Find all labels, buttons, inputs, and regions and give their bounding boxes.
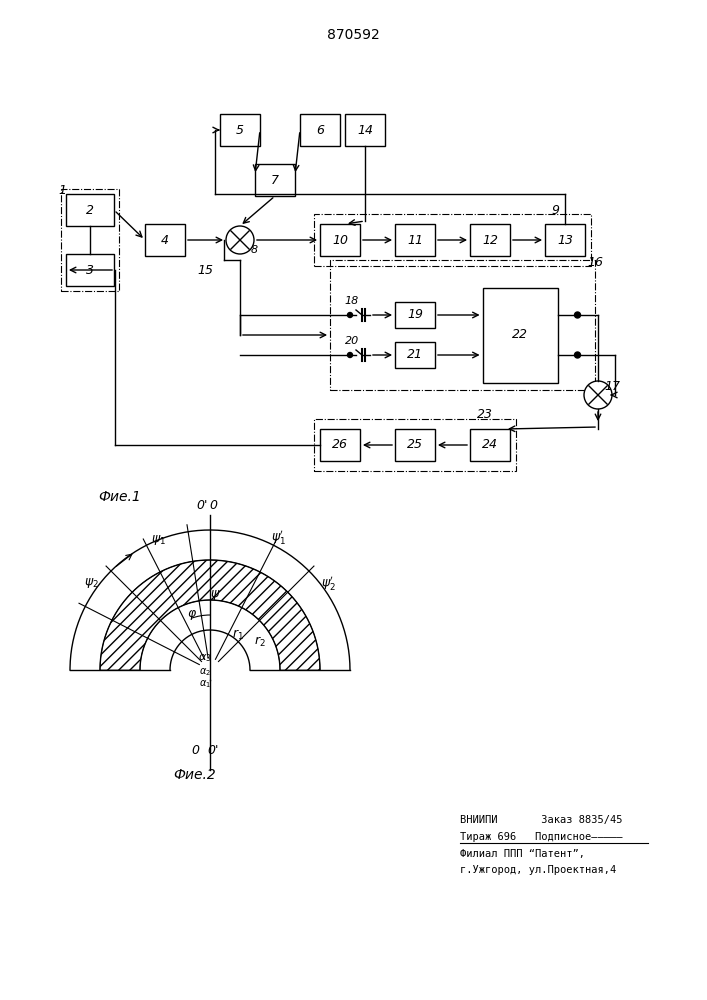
Text: $\varphi$: $\varphi$ (187, 608, 197, 622)
Bar (255, 164, 295, 196)
Bar (470, 224, 510, 256)
Text: 24: 24 (482, 438, 498, 452)
Text: 8: 8 (250, 245, 257, 255)
Text: $\alpha_3$: $\alpha_3$ (198, 652, 212, 664)
Bar (320, 429, 360, 461)
Text: 2: 2 (86, 204, 94, 217)
Text: 11: 11 (407, 233, 423, 246)
Circle shape (348, 353, 353, 358)
Text: $r_2$: $r_2$ (254, 635, 266, 649)
Text: 12: 12 (482, 233, 498, 246)
Text: 0: 0 (209, 499, 217, 512)
Bar (220, 114, 260, 146)
Text: Филиал ППП “Патент”,: Филиал ППП “Патент”, (460, 849, 585, 859)
Text: 6: 6 (316, 123, 324, 136)
Bar (395, 302, 435, 328)
Bar (395, 429, 435, 461)
Bar (314, 214, 591, 266)
Text: 0': 0' (207, 744, 218, 756)
Text: 1: 1 (58, 184, 66, 196)
Text: $\psi$: $\psi$ (210, 588, 220, 602)
Text: $r_1$: $r_1$ (232, 628, 244, 642)
Text: 21: 21 (407, 349, 423, 361)
Circle shape (584, 381, 612, 409)
Text: 19: 19 (407, 308, 423, 322)
Text: 10: 10 (332, 233, 348, 246)
Bar (61, 189, 119, 291)
Text: Фие.1: Фие.1 (98, 490, 141, 504)
Bar (320, 224, 360, 256)
Text: 17: 17 (604, 380, 620, 393)
Bar (300, 114, 340, 146)
Text: 18: 18 (345, 296, 359, 306)
Text: 20: 20 (345, 336, 359, 346)
Circle shape (575, 352, 580, 358)
Text: 15: 15 (197, 263, 213, 276)
Text: 22: 22 (512, 328, 528, 342)
Text: $\psi_1'$: $\psi_1'$ (271, 528, 286, 546)
Bar (145, 224, 185, 256)
Circle shape (226, 226, 254, 254)
Text: 5: 5 (236, 123, 244, 136)
Bar (545, 224, 585, 256)
Text: 25: 25 (407, 438, 423, 452)
Text: 0': 0' (197, 499, 208, 512)
Text: 870592: 870592 (327, 28, 380, 42)
Polygon shape (100, 560, 320, 670)
Bar (395, 342, 435, 368)
Text: 9: 9 (551, 204, 559, 217)
Bar (66, 194, 114, 226)
Text: $\alpha_1$: $\alpha_1$ (199, 678, 211, 690)
Text: 26: 26 (332, 438, 348, 452)
Bar (66, 254, 114, 286)
Text: 16: 16 (587, 255, 603, 268)
Text: 14: 14 (357, 123, 373, 136)
Text: Фие.2: Фие.2 (174, 768, 216, 782)
Text: 13: 13 (557, 233, 573, 246)
Text: $\psi_2$: $\psi_2$ (84, 576, 99, 590)
Text: $\psi_2'$: $\psi_2'$ (321, 574, 336, 592)
Text: 4: 4 (161, 233, 169, 246)
Text: $\alpha_2$: $\alpha_2$ (199, 666, 211, 678)
Text: ВНИИПИ       Заказ 8835/45: ВНИИПИ Заказ 8835/45 (460, 815, 622, 825)
Circle shape (575, 312, 580, 318)
Bar (330, 260, 595, 390)
Bar (395, 224, 435, 256)
Text: 3: 3 (86, 263, 94, 276)
Bar (482, 288, 558, 382)
Bar (470, 429, 510, 461)
Bar (314, 419, 516, 471)
Circle shape (348, 312, 353, 318)
Text: г.Ужгород, ул.Проектная,4: г.Ужгород, ул.Проектная,4 (460, 865, 617, 875)
Text: $\psi_1$: $\psi_1$ (151, 533, 166, 547)
Text: 0: 0 (191, 744, 199, 756)
Text: 23: 23 (477, 408, 493, 422)
Text: Тираж 696   Подписное―――――: Тираж 696 Подписное――――― (460, 832, 622, 842)
Bar (345, 114, 385, 146)
Text: 7: 7 (271, 174, 279, 186)
